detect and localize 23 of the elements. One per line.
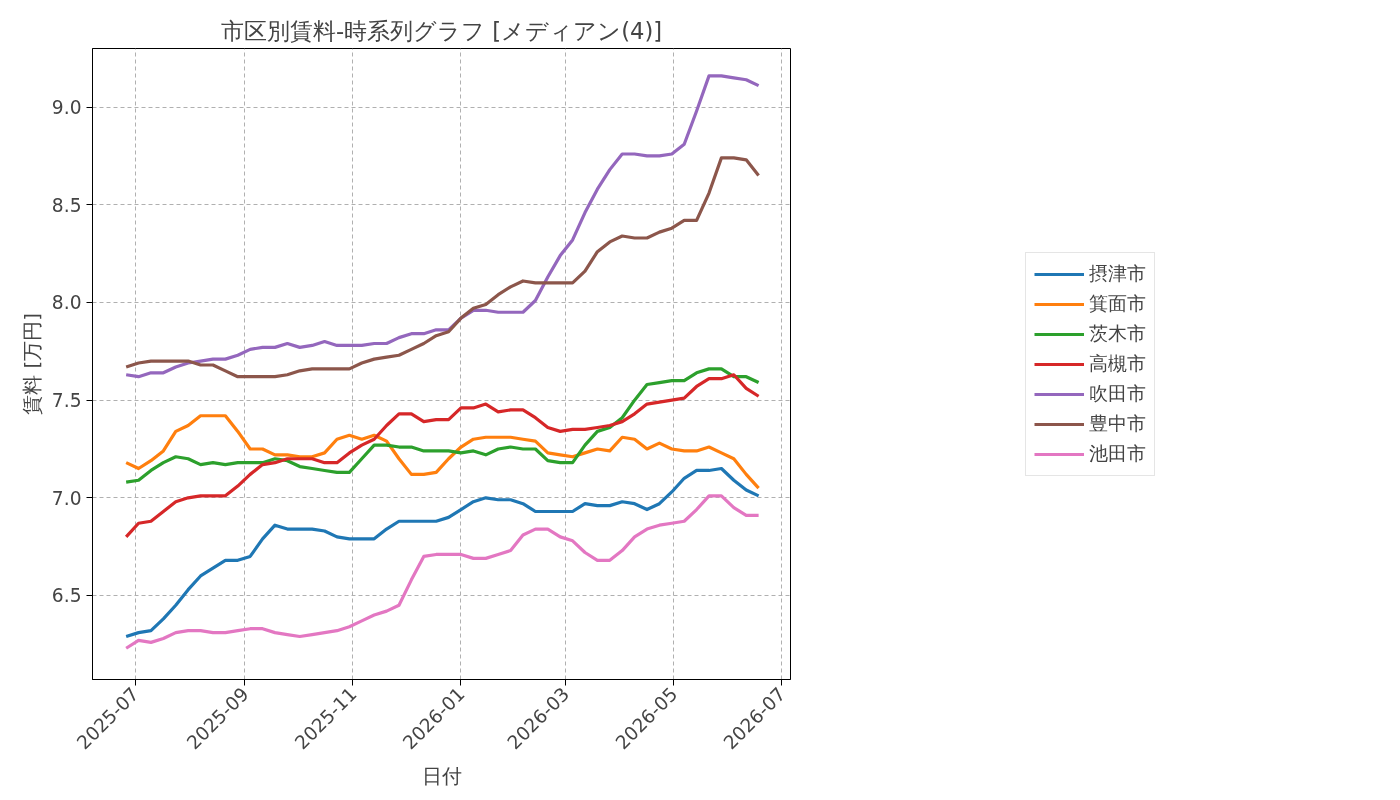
y-axis-title: 賃料 [万円] — [19, 313, 44, 415]
legend-label: 高槻市 — [1089, 351, 1146, 376]
line-series — [124, 367, 761, 484]
y-tick-label: 8.0 — [51, 292, 82, 314]
y-tick-label: 6.5 — [51, 585, 82, 607]
y-tick-label: 8.5 — [51, 194, 82, 216]
line-series — [124, 373, 761, 539]
legend-label: 摂津市 — [1089, 261, 1146, 286]
y-tick-label: 7.0 — [51, 487, 82, 509]
legend-label: 吹田市 — [1089, 381, 1146, 406]
line-series — [124, 414, 761, 490]
x-axis-title: 日付 — [421, 763, 462, 788]
legend-label: 箕面市 — [1089, 291, 1146, 316]
line-series — [124, 74, 761, 379]
line-series — [124, 466, 761, 639]
legend-label: 茨木市 — [1089, 321, 1146, 346]
line-series — [124, 156, 761, 379]
legend-label: 池田市 — [1089, 441, 1146, 466]
y-tick-label: 7.5 — [51, 390, 82, 412]
y-tick-label: 9.0 — [51, 97, 82, 119]
chart-title: 市区別賃料-時系列グラフ [メディアン(4)] — [220, 17, 663, 44]
line-series — [124, 494, 761, 650]
legend-label: 豊中市 — [1089, 411, 1146, 436]
